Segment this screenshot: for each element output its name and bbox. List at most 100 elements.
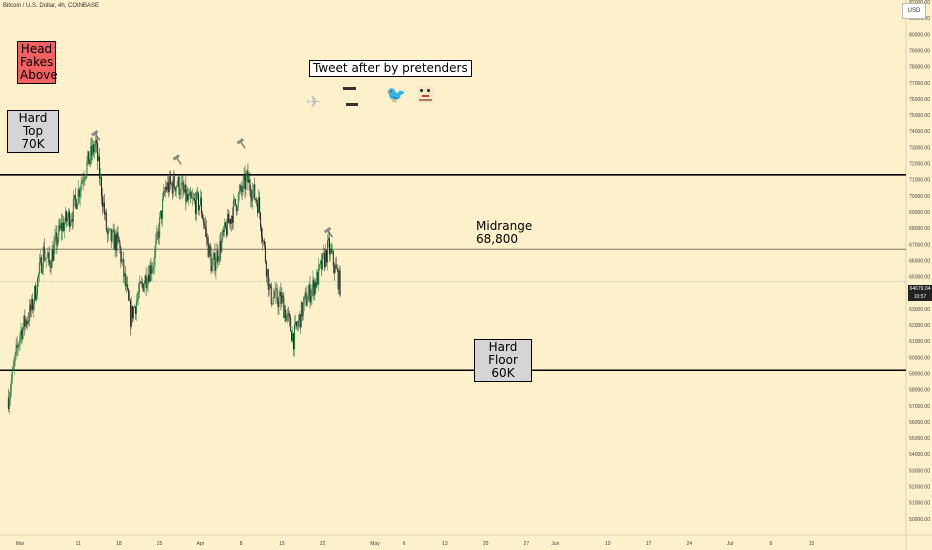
candle-body [131, 305, 133, 327]
candle-body [149, 265, 151, 282]
candle-body [22, 326, 24, 340]
candle-body [319, 264, 321, 265]
candle-body [112, 230, 114, 231]
candle-body [279, 292, 281, 297]
candle-body [76, 204, 78, 209]
candle-body [244, 175, 246, 190]
price-axis[interactable] [906, 0, 932, 550]
candle-body [24, 315, 26, 327]
candle-body [49, 262, 51, 267]
x-tick-label: 27 [524, 541, 530, 547]
candle-body [33, 303, 35, 310]
candle-body [104, 212, 106, 215]
candle-body [154, 250, 156, 267]
hammer-icon [172, 154, 182, 165]
x-tick-label: 20 [483, 541, 489, 547]
head-fakes-note[interactable]: Head Fakes Above [17, 41, 58, 84]
candle-body [133, 306, 135, 308]
currency-button[interactable]: USD [902, 3, 926, 19]
hard-floor-note[interactable]: Hard Floor 60K [474, 339, 532, 382]
candle-body [23, 315, 25, 327]
candle-body [278, 296, 280, 308]
candle-body [184, 184, 186, 193]
candle-body [273, 296, 275, 298]
x-tick-label: Mar [16, 541, 25, 547]
candle-body [52, 249, 54, 261]
candle-body [172, 176, 174, 194]
candle-body [141, 282, 143, 284]
hammer-handle [94, 133, 101, 141]
candle-body [54, 237, 56, 245]
candle-body [159, 216, 161, 238]
candle-body [143, 283, 145, 292]
candle-body [136, 297, 138, 302]
candle-body [63, 222, 65, 231]
candle-body [123, 259, 125, 277]
candle-body [240, 185, 242, 191]
countdown-tag: 10:57 [908, 293, 932, 301]
plot-area[interactable] [0, 0, 906, 535]
candle-body [55, 232, 57, 238]
tweet-note[interactable]: Tweet after by pretenders [309, 60, 472, 77]
candle-body [163, 191, 165, 199]
candle-body [96, 140, 98, 144]
x-tick-label: 10 [605, 541, 611, 547]
candle-body [155, 241, 157, 251]
candle-body [40, 257, 42, 273]
candle-body [168, 176, 170, 193]
candle-body [15, 345, 17, 354]
candle-body [53, 244, 55, 261]
candle-body [125, 273, 127, 287]
candle-body [215, 262, 217, 271]
hard-top-note[interactable]: Hard Top 70K [7, 110, 59, 153]
candle-body [277, 301, 279, 308]
candle-body [193, 198, 195, 199]
candle-body [195, 200, 197, 215]
candle-body [216, 250, 218, 263]
candle-body [181, 182, 183, 184]
candle-body [211, 265, 213, 272]
candle-body [32, 298, 34, 310]
midrange-note[interactable]: Midrange 68,800 [476, 219, 533, 246]
candle-body [173, 176, 175, 188]
candle-body [11, 369, 13, 381]
candle-body [239, 185, 241, 191]
candle-body [177, 176, 179, 186]
candle-body [251, 198, 253, 201]
symbol-title[interactable]: Bitcoin / U.S. Dollar, 4h, COINBASE [3, 3, 100, 9]
candle-body [252, 190, 254, 201]
candle-body [115, 234, 117, 251]
candle-body [259, 197, 261, 213]
candle-body [118, 237, 120, 243]
candle-body [229, 219, 231, 224]
candle-body [17, 346, 19, 348]
candle-body [71, 219, 73, 222]
candle-body [27, 320, 29, 324]
candle-body [48, 252, 50, 263]
candle-body [210, 253, 212, 272]
candle-body [196, 192, 198, 215]
candle-body [245, 176, 247, 190]
candle-body [290, 318, 292, 332]
candle-body [175, 186, 177, 192]
candle-body [233, 198, 235, 201]
candle-body [171, 183, 173, 194]
candle-body [165, 186, 167, 190]
candle-body [128, 289, 130, 300]
candle-body [303, 296, 305, 304]
candle-body [247, 170, 249, 184]
candle-body [62, 222, 64, 232]
candle-body [317, 272, 319, 285]
candle-body [338, 270, 340, 290]
candle-body [283, 297, 285, 318]
y-tick-label: 66000.00 [909, 258, 930, 264]
candle-body [77, 189, 79, 205]
candle-body [207, 238, 209, 258]
candle-body [335, 264, 337, 269]
x-tick-label: 18 [116, 541, 122, 547]
marker-layer [91, 129, 334, 238]
candle-body [269, 284, 271, 287]
candle-body [69, 221, 71, 227]
level-layer [0, 174, 906, 372]
